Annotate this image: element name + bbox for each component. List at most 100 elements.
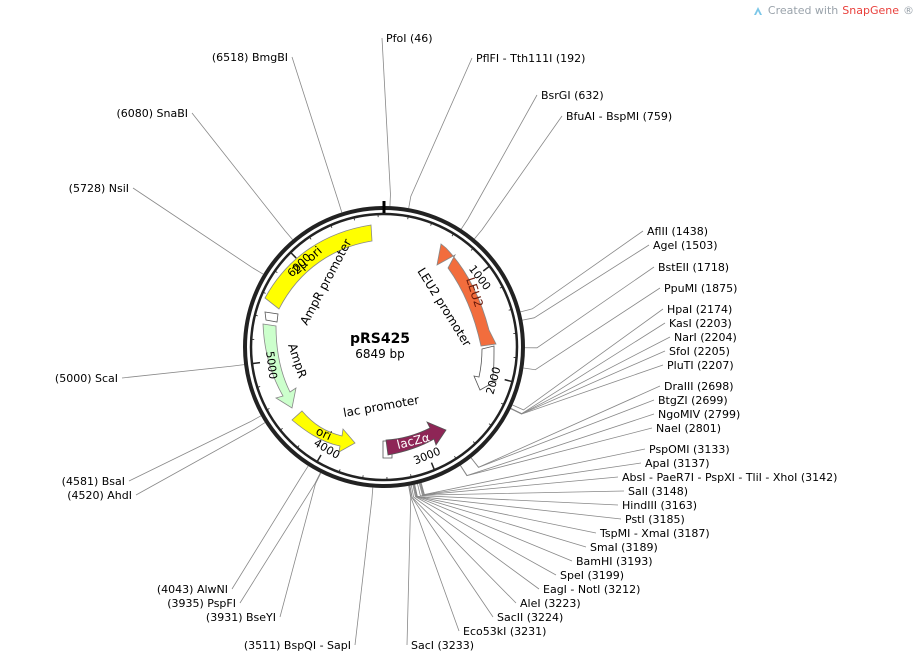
site-leader-line [460,94,538,230]
minor-tick [430,222,433,226]
site-leader-line [419,476,619,496]
site-leader-line [409,485,494,618]
major-tick [316,454,322,463]
site-label: (3931) BseYI [206,611,276,624]
site-label: EagI - NotI (3212) [543,583,640,596]
site-leader-line [406,485,412,646]
site-label: NaeI (2801) [656,422,721,435]
site-leader-line [121,364,245,379]
feature-2u-ori-arrow [264,224,373,310]
feature-ori-arrow [291,410,356,453]
site-leader-line [523,287,661,371]
tick-marks [251,214,517,480]
minor-tick [410,474,412,478]
site-label: BstEII (1718) [658,261,729,274]
minor-tick [279,428,283,431]
feature-lacza-arrow [385,421,447,456]
site-label: PpuMI (1875) [664,282,737,295]
site-leader-line [420,448,646,496]
site-leader-line [354,487,374,646]
site-leader-line [381,37,391,207]
feature-leu2-arrow [436,243,497,347]
feature-ori-label: ori [314,424,334,443]
site-label: (6080) SnaBI [116,107,188,120]
feature-ampr-label: AmpR [285,342,309,380]
major-tick [482,265,491,272]
feature-ampr-arrow [262,323,297,409]
minor-tick [257,386,261,388]
site-leader-lines [121,37,671,646]
site-label: (4043) AlwNI [157,583,228,596]
site-label: SalI (3148) [628,485,688,498]
site-label: (6518) BmgBI [212,51,288,64]
site-leader-line [459,427,653,477]
plasmid-size: 6849 bp [355,347,405,361]
feature-leu2-promoter-arrow [473,345,498,391]
site-label: ApaI (3137) [645,457,710,470]
credit-mark: ® [903,4,914,17]
site-leader-line [132,187,264,275]
site-label: BtgZI (2699) [658,394,728,407]
site-label: (4581) BsaI [62,475,125,488]
site-leader-line [231,465,309,590]
site-label: (4520) AhdI [67,489,132,502]
site-leader-line [522,244,650,321]
site-leader-line [279,472,322,618]
site-leader-line [239,472,321,604]
minor-tick [353,217,355,221]
major-tick [251,361,261,365]
credit-prefix: Created with [767,4,839,17]
minor-tick [266,408,270,411]
site-label: PflFI - Tth111I (192) [476,52,585,65]
site-label: AbsI - PaeR7I - PspXI - TliI - XhoI (314… [622,471,837,484]
site-leader-line [408,57,473,209]
site-leader-line [510,322,666,415]
minor-tick [472,441,476,445]
minor-tick [451,233,454,237]
site-leader-line [418,483,625,496]
site-leader-line [524,266,655,349]
site-label: PspOMI (3133) [649,443,730,456]
site-label: SacII (3224) [497,611,563,624]
minor-tick [499,286,503,289]
credit-brand: SnapGene [842,4,899,17]
minor-tick [338,469,341,473]
minor-tick [488,423,492,426]
major-tick [504,378,513,383]
minor-tick [508,309,512,311]
feature-ampr-promoter-arrow [264,311,279,323]
site-label: PstI (3185) [625,513,685,526]
site-leader-line [460,413,655,476]
site-leader-line [510,364,664,415]
minor-tick [262,291,266,294]
site-leader-line [191,112,293,240]
site-label: (5000) ScaI [55,372,118,385]
minor-tick [274,270,278,274]
site-label: AflII (1438) [647,225,708,238]
site-label: PluTI (2207) [667,359,734,372]
site-label: Eco53kI (3231) [463,625,546,638]
site-leader-line [412,484,557,576]
site-label: PfoI (46) [386,32,433,45]
site-leader-line [520,230,644,313]
site-label: KasI (2203) [669,317,732,330]
minor-tick [296,445,300,448]
tick-label: 3000 [412,445,443,468]
backbone-inner-circle [249,212,519,482]
minor-tick [501,402,505,405]
site-label: HindIII (3163) [622,499,697,512]
site-label: NgoMIV (2799) [658,408,740,421]
minor-tick [254,314,258,317]
site-leader-line [413,484,587,548]
site-label: SfoI (2205) [669,345,730,358]
site-leader-line [135,422,266,496]
site-label: (3935) PspFI [167,597,236,610]
site-label: DraIII (2698) [664,380,734,393]
site-label: BfuAI - BspMI (759) [566,110,672,123]
site-label: SmaI (3189) [590,541,658,554]
site-leader-line [470,399,655,468]
snapgene-credit: Created with SnapGene ® [752,4,914,17]
site-leader-line [408,485,460,632]
snapgene-logo-icon [753,6,762,15]
